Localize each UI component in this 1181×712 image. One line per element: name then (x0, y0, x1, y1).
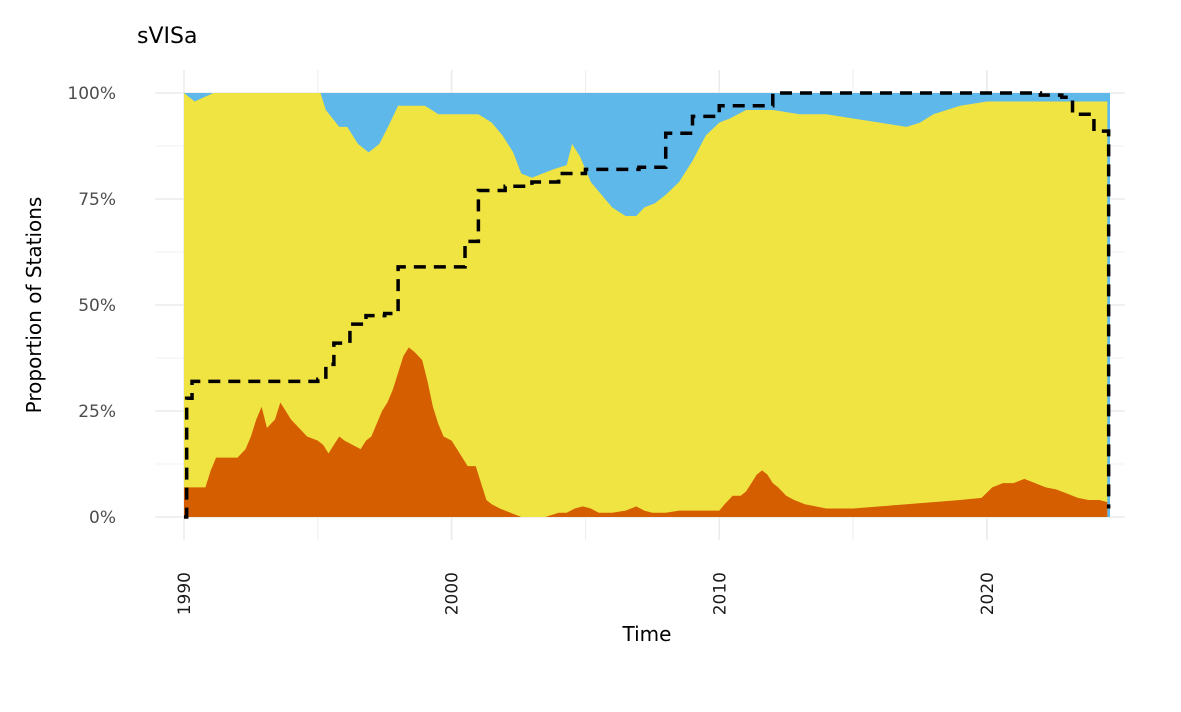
x-tick-label: 2010 (710, 572, 730, 615)
x-tick-label: 2020 (978, 572, 998, 615)
area-bottom-series (184, 347, 1108, 517)
chart-title: sVISa (137, 24, 197, 49)
y-tick-label: 0% (89, 508, 116, 528)
y-tick-label: 100% (67, 84, 116, 104)
y-tick-label: 25% (78, 402, 116, 422)
dashed-step-line (184, 91, 1111, 519)
y-axis-label: Proportion of Stations (22, 197, 46, 414)
y-tick-label: 50% (78, 296, 116, 316)
y-tick-label: 75% (78, 190, 116, 210)
x-tick-label: 2000 (443, 572, 463, 615)
series-line (184, 91, 1111, 519)
axes: 0% 25% 50% 75% 100% 1990 2000 2010 2020 (67, 84, 997, 615)
x-axis-label: Time (622, 622, 672, 646)
x-tick-label: 1990 (175, 572, 195, 615)
stacked-areas (184, 93, 1110, 517)
